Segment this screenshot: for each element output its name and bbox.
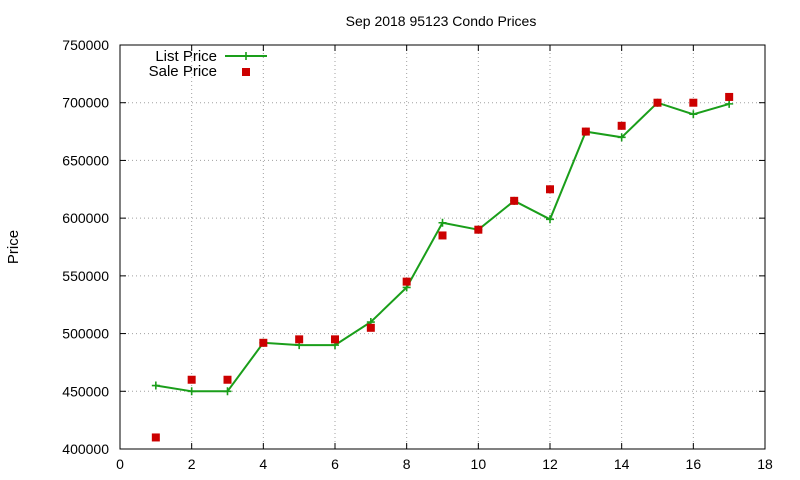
- y-tick-label: 550000: [62, 268, 109, 284]
- y-tick-label: 450000: [62, 383, 109, 399]
- sale-price-point: [438, 231, 447, 240]
- legend-marker-sale-price: [242, 68, 250, 76]
- x-tick-label: 18: [757, 456, 773, 472]
- list-price-point: [187, 387, 196, 396]
- sale-price-point: [725, 92, 734, 101]
- list-price-point: [725, 99, 734, 108]
- list-price-point: [223, 387, 232, 396]
- sale-price-point: [259, 338, 268, 347]
- sale-price-point: [581, 127, 590, 136]
- x-tick-label: 10: [471, 456, 487, 472]
- sale-price-point: [402, 277, 411, 286]
- plot-area: [151, 92, 734, 442]
- list-price-point: [617, 133, 626, 142]
- sale-price-point: [689, 98, 698, 107]
- x-tick-label: 16: [686, 456, 702, 472]
- axis-frame: [119, 44, 766, 450]
- y-axis-label: Price: [5, 230, 22, 264]
- x-tick-label: 0: [116, 456, 124, 472]
- sale-price-point: [474, 225, 483, 234]
- x-tick-label: 2: [188, 456, 196, 472]
- axis-ticks: 0 2 4 6 8 10 12 14 16 18 400000 450000 500000 550000 6…: [62, 37, 773, 472]
- legend-label-list-price: List Price: [155, 48, 217, 65]
- sale-price-point: [151, 433, 160, 442]
- x-tick-label: 6: [331, 456, 339, 472]
- y-tick-label: 600000: [62, 210, 109, 226]
- x-tick-label: 12: [542, 456, 558, 472]
- sale-price-point: [223, 375, 232, 384]
- sale-price-point: [653, 98, 662, 107]
- y-tick-label: 750000: [62, 37, 109, 53]
- list-price-point: [546, 215, 554, 224]
- y-tick-label: 650000: [62, 152, 109, 168]
- y-tick-label: 700000: [62, 95, 109, 111]
- list-price-point: [438, 218, 447, 227]
- sale-price-point: [617, 121, 626, 130]
- chart-title: Sep 2018 95123 Condo Prices: [346, 13, 537, 29]
- list-price-point: [689, 110, 698, 119]
- sale-price-point: [187, 375, 196, 384]
- list-price-point: [151, 381, 160, 390]
- x-tick-label: 14: [614, 456, 630, 472]
- y-tick-label: 400000: [62, 441, 109, 457]
- sale-price-point: [295, 335, 304, 344]
- legend-label-sale-price: Sale Price: [149, 63, 217, 80]
- x-tick-label: 4: [259, 456, 267, 472]
- sale-price-point: [510, 196, 519, 205]
- legend-marker-list-price: [242, 52, 250, 60]
- sale-price-point: [331, 335, 339, 344]
- x-tick-label: 8: [403, 456, 411, 472]
- list-price-line: [155, 101, 730, 393]
- sale-price-point: [366, 323, 375, 332]
- y-tick-label: 500000: [62, 326, 109, 342]
- sale-price-point: [546, 185, 554, 194]
